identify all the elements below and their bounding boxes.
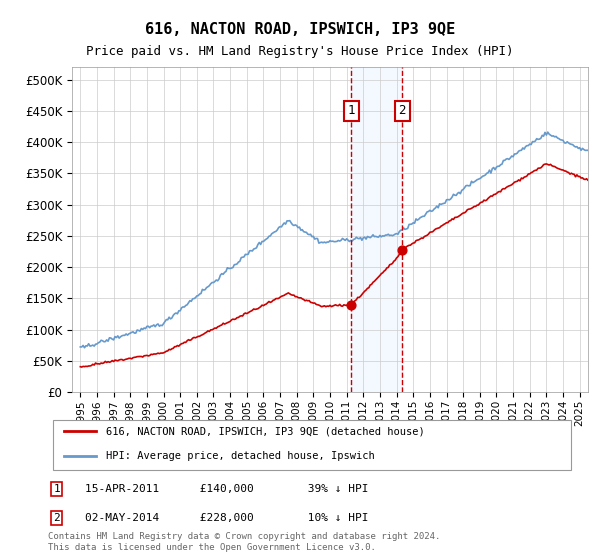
FancyBboxPatch shape bbox=[53, 420, 571, 470]
Text: 2: 2 bbox=[398, 104, 406, 118]
Text: Contains HM Land Registry data © Crown copyright and database right 2024.
This d: Contains HM Land Registry data © Crown c… bbox=[48, 532, 440, 552]
Point bbox=[347, 300, 356, 309]
Text: 2: 2 bbox=[53, 513, 60, 523]
Text: Price paid vs. HM Land Registry's House Price Index (HPI): Price paid vs. HM Land Registry's House … bbox=[86, 45, 514, 58]
Text: 1: 1 bbox=[348, 104, 355, 118]
Text: 15-APR-2011      £140,000        39% ↓ HPI: 15-APR-2011 £140,000 39% ↓ HPI bbox=[85, 484, 368, 494]
Text: 616, NACTON ROAD, IPSWICH, IP3 9QE (detached house): 616, NACTON ROAD, IPSWICH, IP3 9QE (deta… bbox=[106, 426, 425, 436]
Text: 1: 1 bbox=[53, 484, 60, 494]
Text: 616, NACTON ROAD, IPSWICH, IP3 9QE: 616, NACTON ROAD, IPSWICH, IP3 9QE bbox=[145, 22, 455, 38]
Bar bbox=[352, 67, 402, 392]
Text: HPI: Average price, detached house, Ipswich: HPI: Average price, detached house, Ipsw… bbox=[106, 451, 375, 461]
Point bbox=[397, 245, 407, 254]
Text: 02-MAY-2014      £228,000        10% ↓ HPI: 02-MAY-2014 £228,000 10% ↓ HPI bbox=[85, 513, 368, 523]
